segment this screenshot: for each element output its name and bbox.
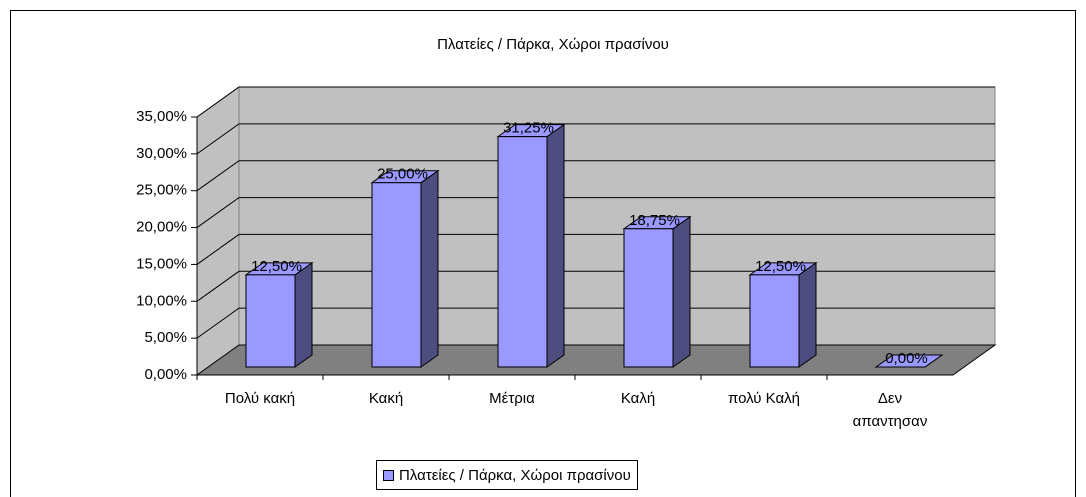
bar-side [672,215,691,368]
data-label: 0,00% [885,350,928,367]
legend: Πλατείες / Πάρκα, Χώροι πρασίνου [376,460,638,490]
x-tick-label: Καλή [620,390,656,407]
x-tick-label: Πολύ κακή [224,390,296,407]
bar [623,228,674,368]
y-tick-label: 10,00% [136,292,187,309]
y-tick-label: 35,00% [136,108,187,125]
data-label: 18,75% [629,212,680,229]
x-tick-label: Δεν απαντησαν [852,390,928,430]
chart-title: Πλατείες / Πάρκα, Χώροι πρασίνου [437,36,669,53]
bar [245,274,296,368]
data-label: 25,00% [377,166,428,183]
data-label: 12,50% [755,258,806,275]
y-tick-label: 15,00% [136,255,187,272]
legend-swatch [383,469,394,481]
grid-line [196,197,995,228]
y-tick-label: 20,00% [136,219,187,236]
legend-label: Πλατείες / Πάρκα, Χώροι πρασίνου [399,466,631,484]
bar [749,274,800,368]
back-wall [238,86,996,346]
x-tick-label: Κακή [368,390,404,407]
bar-side [420,169,439,368]
x-tick-label: πολύ Καλή [727,390,801,407]
bar-side [294,261,313,368]
grid-line [196,270,995,302]
grid-line [196,307,995,339]
bar-top [874,354,944,368]
x-tick-label: Μέτρια [489,390,535,407]
y-tick-label: 30,00% [136,145,187,162]
y-tick-label: 25,00% [136,182,187,199]
data-label: 12,50% [251,258,302,275]
y-tick-label: 5,00% [144,329,187,346]
grid-line [196,160,995,192]
bar-side [798,261,817,368]
bar [497,136,548,368]
bar-side [546,123,565,368]
grid-line [196,123,995,155]
data-label: 31,25% [503,120,554,137]
grid-line [196,86,995,118]
floor [195,344,997,376]
bar [371,182,422,368]
y-tick-label: 0,00% [144,366,187,383]
grid-line [196,233,995,265]
side-wall [196,86,240,376]
